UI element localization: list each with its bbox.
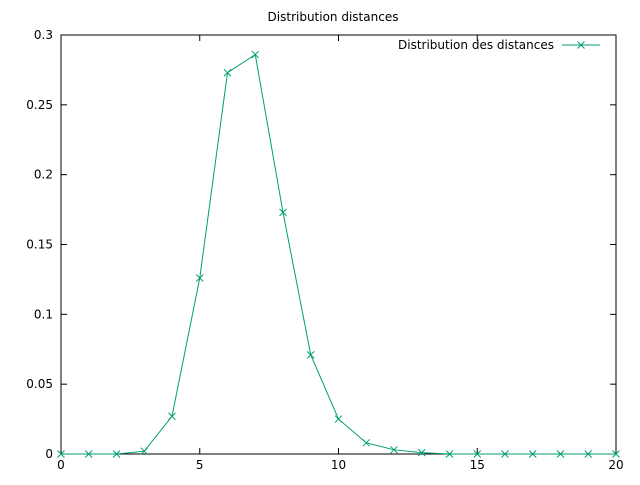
data-point xyxy=(612,450,620,458)
y-tick-label: 0.3 xyxy=(34,28,53,42)
data-point xyxy=(306,350,315,359)
data-point xyxy=(251,50,260,59)
marker-stroke xyxy=(112,450,121,458)
chart-title: Distribution distances xyxy=(268,10,399,24)
marker-stroke xyxy=(334,415,343,423)
legend-marker-x xyxy=(577,41,585,49)
data-point xyxy=(473,450,482,458)
legend-marker xyxy=(577,41,585,49)
y-axis: 0 0.05 0.1 0.15 0.2 0.25 0.3 xyxy=(26,28,616,461)
legend-label: Distribution des distances xyxy=(398,38,554,52)
data-point xyxy=(223,68,232,77)
data-point xyxy=(112,450,121,458)
data-point xyxy=(445,450,454,458)
data-point xyxy=(417,448,426,457)
marker-stroke xyxy=(168,412,176,421)
x-axis: 0 5 10 15 20 xyxy=(57,35,624,472)
data-point xyxy=(84,450,93,458)
data-point xyxy=(279,208,287,217)
data-point xyxy=(501,450,509,458)
x-tick-label: 10 xyxy=(331,458,346,472)
series-layer xyxy=(57,50,620,458)
marker-stroke xyxy=(528,450,537,458)
data-point xyxy=(57,450,65,458)
x-tick-label: 20 xyxy=(608,458,623,472)
marker-stroke xyxy=(556,450,565,458)
marker-stroke xyxy=(279,208,287,217)
y-tick-label: 0.15 xyxy=(26,238,53,252)
data-point xyxy=(362,438,371,447)
marker-stroke xyxy=(195,274,204,282)
data-point xyxy=(556,450,565,458)
x-tick-label: 0 xyxy=(57,458,65,472)
data-point xyxy=(168,412,176,421)
series-line xyxy=(61,53,616,455)
marker-stroke xyxy=(501,450,509,458)
y-tick-label: 0 xyxy=(45,447,53,461)
marker-stroke xyxy=(577,41,585,49)
data-point xyxy=(584,450,593,458)
marker-stroke xyxy=(223,68,232,77)
y-tick-label: 0.05 xyxy=(26,377,53,391)
y-tick-label: 0.2 xyxy=(34,168,53,182)
marker-stroke xyxy=(584,450,593,458)
marker-stroke xyxy=(612,450,620,458)
y-tick-label: 0.1 xyxy=(34,307,53,321)
data-point xyxy=(528,450,537,458)
y-tick-label: 0.25 xyxy=(26,98,53,112)
marker-stroke xyxy=(57,450,65,458)
marker-stroke xyxy=(417,448,426,457)
x-tick-label: 5 xyxy=(196,458,204,472)
marker-stroke xyxy=(140,447,149,456)
marker-stroke xyxy=(84,450,93,458)
data-point xyxy=(140,447,149,456)
legend: Distribution des distances xyxy=(398,38,600,52)
marker-stroke xyxy=(306,350,315,359)
marker-stroke xyxy=(445,450,454,458)
data-point xyxy=(195,274,204,282)
plot-frame xyxy=(60,34,617,455)
marker-stroke xyxy=(362,438,371,447)
marker-stroke xyxy=(251,50,260,59)
data-point xyxy=(390,445,398,454)
marker-stroke xyxy=(473,450,482,458)
marker-stroke xyxy=(390,445,398,454)
x-tick-label: 15 xyxy=(470,458,485,472)
data-point xyxy=(334,415,343,423)
